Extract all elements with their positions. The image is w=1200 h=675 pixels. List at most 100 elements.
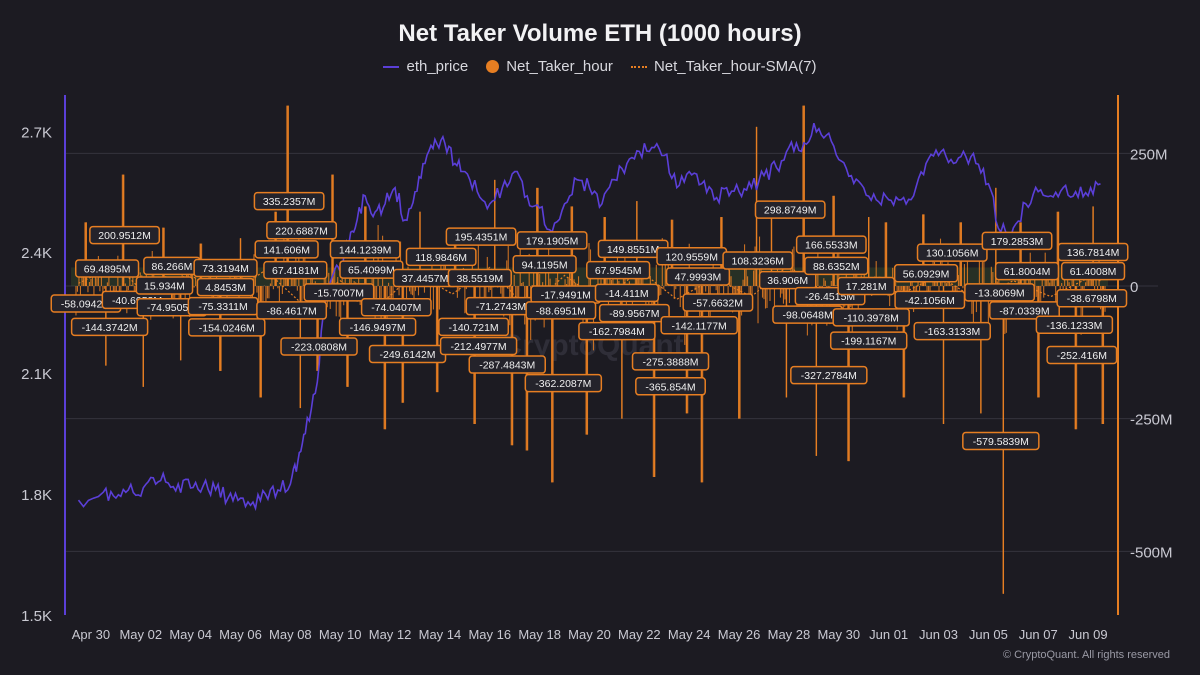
legend: eth_price Net_Taker_hour Net_Taker_hour-…: [0, 58, 1200, 75]
annotation-text: 220.6887M: [275, 225, 328, 237]
annotation-label: 141.606M: [254, 240, 319, 259]
annotation-label: -140.721M: [438, 317, 510, 337]
x-tick-label: May 10: [319, 627, 362, 642]
x-tick-label: Jun 05: [969, 627, 1008, 642]
annotation-label: -212.4977M: [439, 336, 518, 356]
annotation-text: -87.0339M: [999, 305, 1049, 317]
annotation-text: 141.606M: [263, 244, 310, 256]
annotation-text: 37.4457M: [402, 273, 449, 285]
legend-item-eth-price[interactable]: eth_price: [383, 58, 468, 75]
x-tick-label: May 20: [568, 627, 611, 642]
annotation-label: -199.1167M: [829, 331, 908, 350]
annotation-label: 4.8453M: [196, 277, 255, 297]
annotation-text: -144.3742M: [82, 322, 138, 334]
legend-label-eth-price: eth_price: [406, 58, 469, 75]
annotation-text: -362.2087M: [535, 378, 591, 390]
annotation-box: [253, 191, 325, 211]
legend-item-net-taker-hour[interactable]: Net_Taker_hour: [486, 58, 613, 75]
annotation-label: 108.3236M: [722, 251, 794, 270]
annotation-box: [758, 270, 817, 290]
annotation-label: -223.0808M: [280, 337, 358, 356]
y-left-tick-label: 2.7K: [21, 124, 52, 141]
annotation-text: 88.6352M: [813, 261, 860, 273]
annotation-text: -327.2784M: [801, 370, 857, 382]
annotation-text: 179.2853M: [991, 236, 1044, 248]
annotation-text: 195.4351M: [455, 232, 508, 244]
x-tick-label: Apr 30: [72, 627, 110, 642]
annotation-text: -162.7984M: [589, 326, 645, 338]
annotation-text: -163.3133M: [924, 326, 980, 338]
annotation-text: 38.5519M: [456, 273, 503, 285]
annotation-box: [832, 308, 910, 327]
x-tick-label: Jun 07: [1019, 627, 1058, 642]
annotation-text: -15.7007M: [314, 287, 364, 299]
annotation-text: -86.4617M: [267, 305, 317, 317]
annotation-box: [525, 301, 597, 320]
annotation-text: -140.721M: [448, 322, 498, 334]
annotation-label: -579.5839M: [962, 431, 1040, 451]
annotation-box: [468, 355, 546, 374]
annotation-text: -89.9567M: [609, 308, 659, 320]
x-tick-label: May 28: [768, 627, 811, 642]
annotation-label: 195.4351M: [445, 227, 517, 246]
annotation-text: -142.1177M: [672, 320, 727, 332]
annotation-box: [660, 316, 738, 335]
annotation-text: 335.2357M: [263, 196, 316, 208]
annotation-text: -146.9497M: [350, 322, 406, 334]
annotation-box: [74, 259, 140, 278]
annotation-text: -154.0246M: [199, 322, 255, 334]
annotation-box: [981, 231, 1053, 251]
annotation-label: -71.2743M: [465, 296, 537, 316]
annotation-label: 298.8749M: [754, 200, 826, 219]
annotation-label: 37.4457M: [392, 268, 458, 288]
annotation-text: 67.9545M: [595, 265, 642, 277]
annotation-box: [578, 321, 656, 341]
annotation-label: -154.0246M: [188, 318, 266, 337]
annotation-text: 136.7814M: [1067, 247, 1120, 259]
annotation-text: -75.3311M: [198, 301, 247, 313]
annotation-label: -14.411M: [594, 283, 660, 303]
annotation-box: [445, 227, 517, 246]
annotation-label: -98.0648M: [772, 305, 844, 324]
annotation-label: -249.6142M: [368, 344, 447, 364]
x-tick-label: May 16: [468, 627, 511, 642]
annotation-box: [635, 377, 706, 396]
y-right-tick-label: 0: [1130, 279, 1138, 296]
annotation-label: 94.1195M: [512, 255, 577, 274]
annotation-label: -74.0407M: [360, 297, 432, 317]
annotation-label: 179.2853M: [981, 231, 1053, 251]
annotation-text: -38.6798M: [1067, 293, 1117, 305]
annotation-label: -365.854M: [635, 377, 706, 396]
annotation-label: -162.7984M: [578, 321, 656, 341]
x-tick-label: May 18: [518, 627, 561, 642]
annotation-box: [989, 301, 1060, 320]
annotation-box: [524, 373, 603, 393]
annotation-text: -58.0942M: [61, 299, 111, 311]
annotation-label: -144.3742M: [70, 317, 149, 337]
annotation-text: 56.0929M: [903, 268, 950, 280]
x-tick-label: Jun 09: [1069, 627, 1108, 642]
annotation-text: 86.266M: [152, 261, 193, 273]
annotation-label: 88.6352M: [804, 256, 869, 276]
annotation-box: [280, 337, 358, 356]
annotation-text: -579.5839M: [973, 436, 1029, 448]
annotation-text: 298.8749M: [764, 205, 817, 217]
annotation-label: 120.9559M: [656, 247, 728, 266]
annotation-text: 108.3236M: [732, 256, 785, 268]
legend-item-sma[interactable]: Net_Taker_hour-SMA(7): [630, 58, 817, 75]
annotation-box: [594, 283, 660, 303]
annotation-text: 17.281M: [846, 281, 887, 293]
annotation-box: [439, 336, 518, 356]
annotation-label: -110.3978M: [832, 308, 910, 327]
x-tick-label: May 30: [817, 627, 860, 642]
annotation-box: [193, 258, 258, 278]
annotation-text: 61.8004M: [1004, 266, 1051, 278]
annotation-text: -74.9505M: [147, 302, 197, 314]
annotation-box: [916, 243, 988, 262]
annotation-text: -98.0648M: [783, 310, 833, 322]
annotation-box: [188, 318, 266, 337]
annotation-box: [447, 268, 512, 288]
annotation-text: -74.0407M: [371, 302, 421, 314]
x-tick-label: May 02: [119, 627, 162, 642]
